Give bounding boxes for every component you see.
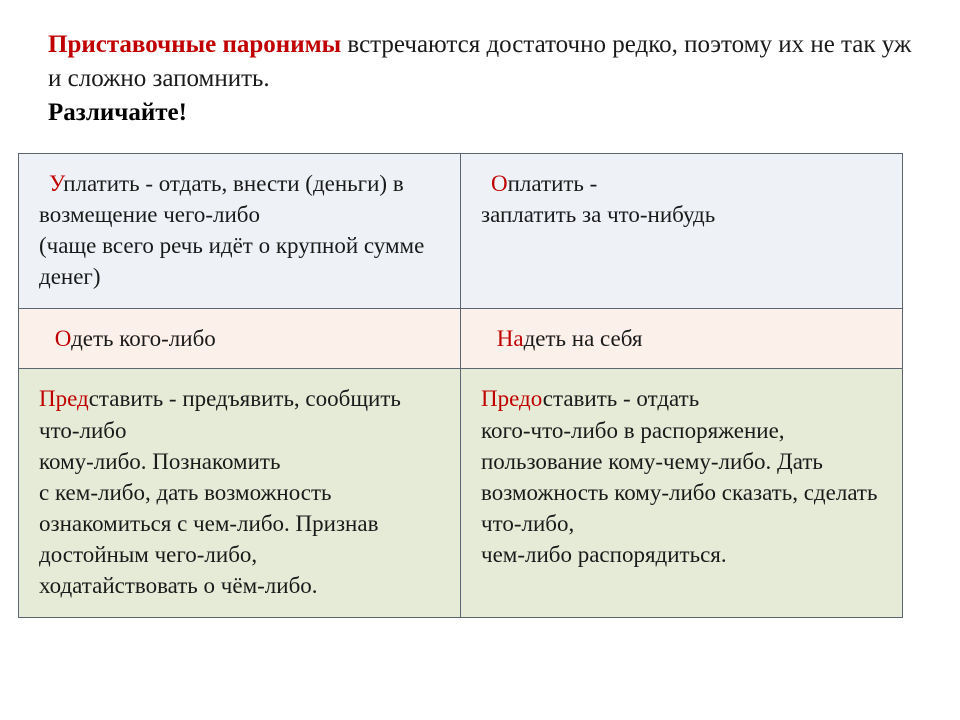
cell-text: ставить - отдать [543, 386, 699, 411]
intro-emphasis: Различайте! [48, 99, 187, 126]
intro-paragraph: Приставочные паронимы встречаются достат… [48, 28, 940, 129]
cell-text: чем-либо распорядиться. [481, 542, 727, 567]
cell-predstavit: Представить - предъявить, сообщить что-л… [19, 369, 461, 617]
prefix: Пред [39, 386, 89, 411]
cell-predostavit: Предоставить - отдать кого-что-либо в ра… [461, 369, 903, 617]
prefix: Предо [481, 386, 543, 411]
cell-text: деть на себя [524, 326, 643, 351]
table-row: Представить - предъявить, сообщить что-л… [19, 369, 903, 617]
cell-text: кому-либо. Познакомить [39, 449, 280, 474]
prefix: На [497, 326, 524, 351]
cell-text: деть кого-либо [71, 326, 216, 351]
slide: Приставочные паронимы встречаются достат… [0, 0, 960, 720]
cell-text: платить - отдать, внести (деньги) в возм… [39, 171, 404, 227]
prefix: О [55, 326, 71, 351]
cell-text: платить - [508, 171, 598, 196]
prefix: У [49, 171, 63, 196]
cell-odet: Одеть кого-либо [19, 309, 461, 369]
cell-text: заплатить за что-нибудь [481, 202, 715, 227]
cell-uplatit: Уплатить - отдать, внести (деньги) в воз… [19, 154, 461, 309]
cell-text: кого-что-либо в распоряжение, пользовани… [481, 418, 877, 536]
cell-text: ставить - предъявить, сообщить что-либо [39, 386, 401, 442]
cell-text: с кем-либо, дать возможность ознакомитьс… [39, 480, 378, 567]
table-row: Одеть кого-либо Надеть на себя [19, 309, 903, 369]
table-row: Уплатить - отдать, внести (деньги) в воз… [19, 154, 903, 309]
intro-highlight: Приставочные паронимы [48, 31, 341, 58]
prefix: О [491, 171, 508, 196]
cell-text: ходатайствовать о чём-либо. [39, 573, 318, 598]
cell-nadet: Надеть на себя [461, 309, 903, 369]
paronym-table: Уплатить - отдать, внести (деньги) в воз… [18, 153, 903, 618]
cell-oplatit: Оплатить - заплатить за что-нибудь [461, 154, 903, 309]
cell-text: (чаще всего речь идёт о крупной сумме де… [39, 233, 424, 289]
